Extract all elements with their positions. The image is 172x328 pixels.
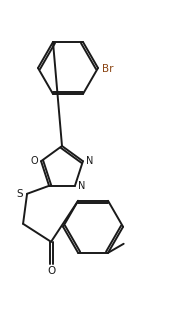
Text: O: O: [47, 266, 55, 276]
Text: O: O: [30, 156, 38, 166]
Text: Br: Br: [102, 64, 114, 74]
Text: S: S: [17, 189, 23, 199]
Text: N: N: [86, 156, 93, 166]
Text: N: N: [78, 181, 85, 191]
